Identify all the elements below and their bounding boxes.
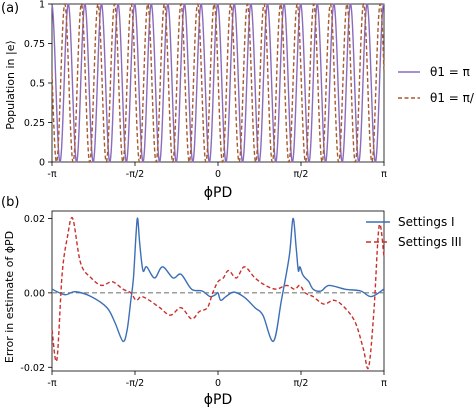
panel-a-y-ticks: 0 0.25 0.5 0.75 1 [24,0,52,169]
panel-b-ylabel: Error in estimate of ϕPD [3,231,16,363]
x-tick-label: π [381,378,387,389]
x-tick-label: 0 [215,378,221,389]
panel-a-legend: θ1 = π θ1 = π/2 [398,65,474,105]
series-line-b-0 [51,217,385,343]
x-tick-label: π [381,169,387,180]
y-tick-label: 0.02 [24,214,45,225]
panel-b: (b) Error in estimate of ϕPD -0.02 0.00 0.… [1,195,462,408]
y-tick-label: 0.75 [24,39,45,50]
x-tick-label: 0 [215,169,221,180]
panel-b-x-ticks: -π -π/2 0 π/2 π [47,371,387,389]
x-tick-label: -π/2 [126,169,144,180]
x-tick-label: -π [47,169,56,180]
y-tick-label: 1 [39,0,45,11]
panel-b-label: (b) [1,195,19,210]
series-line-b-1 [51,216,385,370]
x-tick-label: π/2 [294,378,309,389]
x-tick-label: π/2 [294,169,309,180]
legend-label-theta-pi: θ1 = π [430,65,470,79]
legend-label-settings-iii: Settings III [398,235,462,249]
legend-label-settings-i: Settings I [398,215,455,229]
panel-a-plot-area [51,2,385,164]
legend-label-theta-pi-half: θ1 = π/2 [430,91,474,105]
y-tick-label: -0.02 [20,363,45,374]
panel-a-x-ticks: -π -π/2 0 π/2 π [47,162,387,180]
y-tick-label: 0.5 [30,79,45,90]
y-tick-label: 0.00 [24,288,45,299]
panel-b-frame [51,210,385,372]
panel-a-ylabel: Population in |e⟩ [4,40,17,130]
x-tick-label: -π/2 [126,378,144,389]
panel-a-label: (a) [1,1,19,16]
panel-a: (a) Population in |e⟩ 00.250.50.751 -π -π… [1,0,474,201]
panel-b-legend: Settings I Settings III [366,215,462,249]
y-tick-label: 0.25 [24,118,45,129]
series-line-a-0 [51,3,385,163]
panel-b-y-ticks: -0.02 0.00 0.02 [20,214,52,374]
panel-b-plot-area [51,210,385,372]
x-tick-label: -π [47,378,56,389]
panel-b-xlabel: ϕPD [204,392,232,408]
y-tick-label: 0 [39,158,45,169]
series-line-a-1 [51,2,385,164]
panel-a-xlabel: ϕPD [204,185,232,201]
